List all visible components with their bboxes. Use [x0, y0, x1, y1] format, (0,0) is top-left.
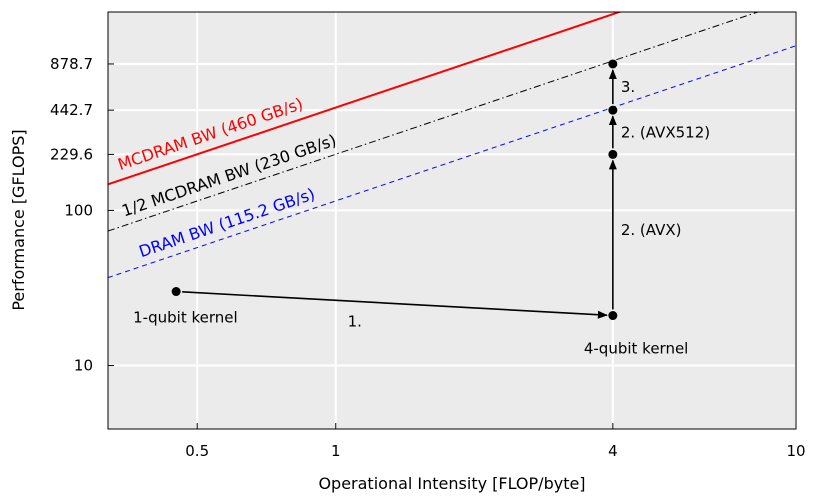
x-tick-label-2: 4 [608, 442, 618, 460]
plot-background [108, 12, 796, 429]
arrow-label-0: 1. [348, 313, 362, 331]
point-4 [608, 59, 618, 69]
roof-lines [108, 12, 796, 279]
arrow-label-1: 2. (AVX) [621, 221, 682, 239]
y-axis-title: Performance [GFLOPS] [9, 129, 28, 310]
arrow-label-2: 2. (AVX512) [621, 123, 710, 141]
roof-line-1 [108, 12, 760, 232]
point-0 [171, 287, 181, 297]
roof-line-0 [108, 12, 623, 186]
point-label-1: 4-qubit kernel [584, 340, 689, 358]
arrow-label-3: 3. [621, 78, 635, 96]
point-3 [608, 105, 618, 115]
arrow-0 [182, 291, 608, 319]
plot-frame [107, 11, 797, 430]
point-2 [608, 149, 618, 159]
tick-labels: 0.5 1 4 10 10 100 229.6 442.7 878.7 [50, 55, 806, 460]
x-axis-title: Operational Intensity [FLOP/byte] [318, 474, 585, 493]
y-tick-label-2: 229.6 [50, 145, 93, 163]
y-tick-label-3: 442.7 [50, 101, 93, 119]
x-tick-label-0: 0.5 [185, 442, 209, 460]
roof-line-2 [108, 45, 796, 279]
x-tick-label-3: 10 [786, 442, 805, 460]
x-tick-label-1: 1 [331, 442, 341, 460]
point-1 [608, 311, 618, 321]
data-points [171, 59, 618, 321]
arrows [182, 68, 617, 319]
y-tick-label-1: 100 [64, 201, 93, 219]
point-label-0: 1-qubit kernel [133, 309, 238, 327]
y-tick-label-0: 10 [74, 357, 93, 375]
y-tick-label-4: 878.7 [50, 55, 93, 73]
